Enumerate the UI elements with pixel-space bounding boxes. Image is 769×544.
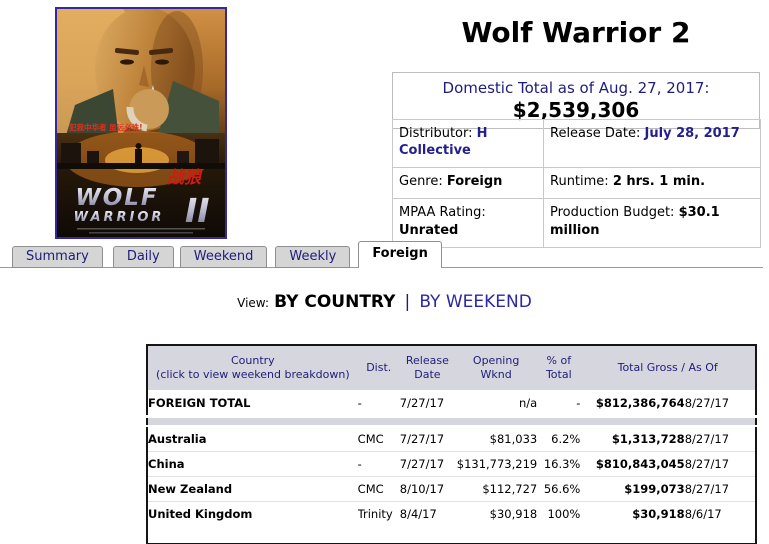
header-country: Country (click to view weekend breakdown… [147, 345, 358, 390]
view-bar: View: BY COUNTRY | BY WEEKEND [0, 292, 769, 312]
cell-gross: $1,313,728 [580, 426, 685, 452]
foreign-total-row: FOREIGN TOTAL - 7/27/17 n/a - $812,386,7… [147, 390, 756, 417]
movie-poster[interactable]: 犯我中华者 虽远必诛! 战狼 WOLF WARRIOR II [27, 0, 227, 239]
release-date-label: Release Date: [550, 126, 645, 141]
cell-dist: CMC [357, 476, 400, 502]
runtime-value: 2 hrs. 1 min. [612, 174, 706, 190]
cell-release: 8/4/17 [399, 507, 437, 521]
release-date-cell: Release Date: July 28, 2017 [543, 118, 761, 169]
table-row: United Kingdom Trinity 8/4/17 $30,918 10… [147, 502, 756, 527]
genre-value: Foreign [446, 174, 503, 190]
tab-bar: Summary Daily Weekend Weekly Foreign [0, 241, 763, 268]
distributor-cell: Distributor: H Collective [392, 118, 544, 169]
runtime-label: Runtime: [550, 174, 613, 190]
header-country-line1: Country [230, 353, 275, 367]
cell-release: 8/10/17 [399, 476, 455, 502]
poster-art: 犯我中华者 虽远必诛! 战狼 WOLF WARRIOR II [27, 0, 225, 237]
cell-opening: $81,033 [454, 426, 538, 452]
budget-value: $30.1 million [550, 205, 720, 238]
tab-summary[interactable]: Summary [12, 246, 103, 268]
poster-title-line1: WOLF [75, 185, 158, 211]
foreign-gross-table: Country (click to view weekend breakdown… [146, 344, 757, 544]
cell-pct: 16.3% [537, 451, 581, 477]
view-by-weekend-link[interactable]: BY WEEKEND [419, 292, 532, 312]
tab-weekly[interactable]: Weekly [275, 246, 351, 268]
view-by-country: BY COUNTRY [274, 292, 396, 312]
tab-foreign[interactable]: Foreign [358, 241, 442, 268]
cell-gross: $810,843,045 [580, 451, 685, 477]
mpaa-label: MPAA Rating: [399, 205, 486, 221]
cell-opening: n/a [519, 395, 538, 410]
cell-asof: 8/6/17 [684, 507, 722, 521]
release-date-link[interactable]: July 28, 2017 [644, 126, 740, 141]
cell-release: 7/27/17 [399, 426, 455, 452]
header-dist: Dist. [357, 345, 400, 390]
country-link-united-kingdom[interactable]: United Kingdom [148, 507, 253, 521]
distributor-label: Distributor: [399, 126, 477, 141]
separator-row [147, 415, 756, 427]
cell-dist: - [357, 451, 400, 477]
table-header-row: Country (click to view weekend breakdown… [147, 345, 756, 390]
cell-asof: 8/27/17 [684, 426, 756, 452]
cell-gross: $812,386,764 [595, 395, 685, 410]
poster-title-line2: WARRIOR [74, 210, 165, 225]
poster-chinese-title: 战狼 [167, 168, 203, 188]
budget-cell: Production Budget: $30.1 million [543, 198, 761, 248]
runtime-cell: Runtime: 2 hrs. 1 min. [543, 167, 761, 200]
table-filler-row [147, 526, 756, 544]
cell-gross: $199,073 [580, 476, 685, 502]
page-title: Wolf Warrior 2 [461, 16, 691, 49]
mpaa-value: Unrated [399, 222, 459, 238]
cell-pct: - [576, 395, 581, 410]
genre-label: Genre: [399, 174, 447, 190]
header-country-line2: (click to view weekend breakdown) [156, 368, 350, 381]
cell-dist: Trinity [357, 507, 393, 521]
mpaa-cell: MPAA Rating: Unrated [392, 198, 544, 248]
cell-pct: 100% [547, 507, 581, 521]
cell-pct: 6.2% [537, 426, 581, 452]
cell-asof: 8/27/17 [684, 476, 756, 502]
header-release-date: Release Date [399, 345, 455, 390]
country-link-china[interactable]: China [147, 451, 358, 477]
tab-daily[interactable]: Daily [112, 246, 174, 268]
foreign-total-label: FOREIGN TOTAL [148, 395, 251, 410]
header-opening-wknd: Opening Wknd [454, 345, 538, 390]
view-label: View: [237, 296, 270, 310]
cell-gross: $30,918 [632, 507, 685, 521]
budget-label: Production Budget: [550, 205, 679, 221]
table-row: Australia CMC 7/27/17 $81,033 6.2% $1,31… [147, 426, 756, 452]
table-row: China - 7/27/17 $131,773,219 16.3% $810,… [147, 451, 756, 477]
distributor-link[interactable]: H Collective [399, 126, 488, 159]
cell-asof: 8/27/17 [684, 451, 756, 477]
poster-numeral: II [185, 191, 210, 230]
country-link-new-zealand[interactable]: New Zealand [147, 476, 358, 502]
cell-release: 7/27/17 [399, 395, 445, 410]
cell-pct: 56.6% [537, 476, 581, 502]
cell-opening: $112,727 [454, 476, 538, 502]
cell-asof: 8/27/17 [684, 395, 730, 410]
table-row: New Zealand CMC 8/10/17 $112,727 56.6% $… [147, 476, 756, 502]
view-divider: | [404, 292, 411, 312]
domestic-total-value: $2,539,306 [512, 98, 640, 123]
cell-dist: - [357, 395, 362, 410]
country-link-australia[interactable]: Australia [147, 426, 358, 452]
header-total-gross-asof: Total Gross / As Of [580, 345, 756, 390]
cell-opening: $30,918 [489, 507, 538, 521]
cell-dist: CMC [357, 426, 400, 452]
header-pct-of-total: % of Total [537, 345, 581, 390]
genre-cell: Genre: Foreign [392, 167, 544, 200]
tab-weekend[interactable]: Weekend [179, 246, 268, 268]
poster-chinese-tagline: 犯我中华者 虽远必诛! [68, 122, 143, 132]
domestic-total-label: Domestic Total as of Aug. 27, 2017: [442, 79, 710, 97]
movie-details-table: Distributor: H Collective Release Date: … [392, 118, 761, 248]
cell-release: 7/27/17 [399, 451, 455, 477]
cell-opening: $131,773,219 [454, 451, 538, 477]
